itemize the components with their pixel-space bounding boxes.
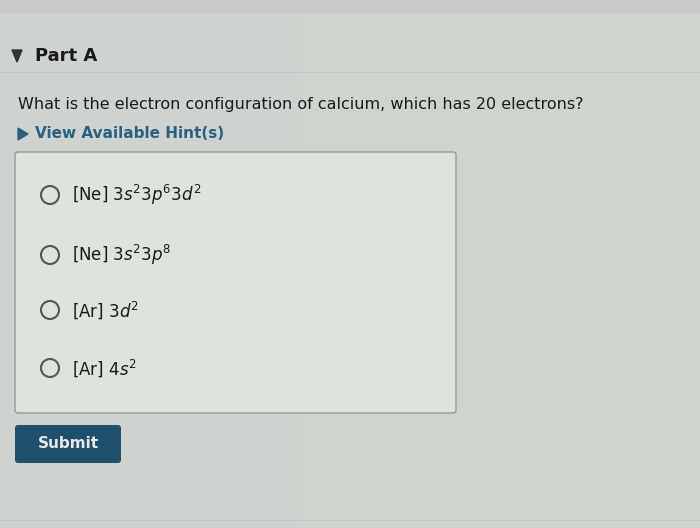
Text: What is the electron configuration of calcium, which has 20 electrons?: What is the electron configuration of ca… [18,98,584,112]
Text: [Ne] $3s^23p^8$: [Ne] $3s^23p^8$ [72,243,172,267]
Polygon shape [18,128,28,140]
Text: Submit: Submit [37,437,99,451]
Text: View Available Hint(s): View Available Hint(s) [35,127,224,142]
Text: Part A: Part A [35,47,97,65]
Text: [Ne] $3s^23p^63d^2$: [Ne] $3s^23p^63d^2$ [72,183,202,207]
Text: [Ar] $4s^2$: [Ar] $4s^2$ [72,357,136,379]
FancyBboxPatch shape [15,425,121,463]
Text: [Ar] $3d^2$: [Ar] $3d^2$ [72,299,139,321]
FancyBboxPatch shape [300,0,700,528]
Polygon shape [12,50,22,62]
FancyBboxPatch shape [15,152,456,413]
